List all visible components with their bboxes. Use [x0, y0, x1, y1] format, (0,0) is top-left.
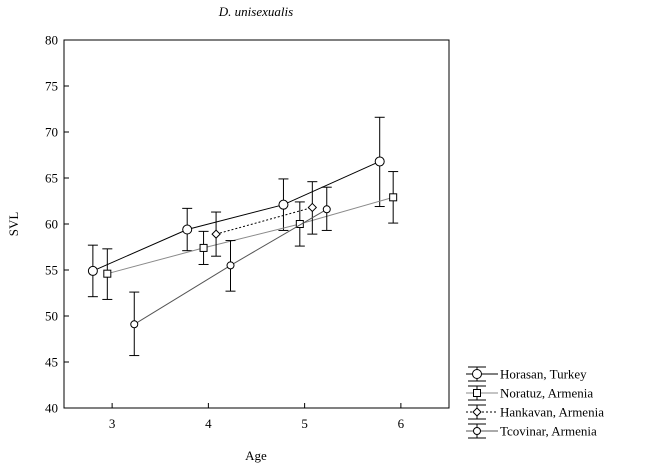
data-point: [103, 269, 112, 278]
legend-label: Noratuz, Armenia: [500, 386, 593, 401]
data-point: [211, 229, 221, 239]
legend-label: Hankavan, Armenia: [500, 405, 604, 420]
legend-marker: [473, 389, 481, 397]
y-tick-label: 55: [45, 263, 58, 278]
y-axis: 40 45 50 55 60 65 70 75 80: [45, 33, 69, 416]
y-tick-label: 65: [45, 171, 58, 186]
series-line: [215, 206, 313, 235]
x-axis-label: Age: [245, 448, 267, 463]
legend-item: Horasan, Turkey: [466, 366, 587, 382]
series-3: [129, 186, 332, 357]
y-tick-label: 45: [45, 355, 58, 370]
data-point: [374, 156, 385, 167]
data-point: [226, 261, 235, 270]
data-point: [307, 202, 318, 213]
x-axis: 3 4 5 6: [109, 403, 405, 431]
data-point: [182, 224, 193, 235]
plot-frame: [63, 39, 450, 409]
y-axis-label: SVL: [6, 212, 21, 237]
y-tick-label: 75: [45, 79, 58, 94]
y-tick-label: 60: [45, 217, 58, 232]
series-0: [87, 116, 385, 298]
legend-marker: [472, 369, 482, 379]
legend-label: Tcovinar, Armenia: [500, 424, 597, 439]
plot-area: [87, 116, 399, 357]
y-tick-label: 40: [45, 401, 58, 416]
data-point: [389, 193, 398, 202]
data-point: [322, 205, 331, 214]
data-point: [87, 265, 98, 276]
y-tick-label: 70: [45, 125, 58, 140]
y-tick-label: 80: [45, 33, 58, 48]
series-line: [107, 196, 394, 275]
x-tick-label: 3: [109, 416, 116, 431]
legend-marker: [472, 407, 482, 417]
legend: Horasan, Turkey Noratuz, Armenia Hankavan,…: [466, 366, 604, 439]
data-point: [278, 199, 289, 210]
data-point: [295, 220, 304, 228]
series-2: [211, 181, 318, 257]
legend-item: Noratuz, Armenia: [466, 385, 593, 401]
chart-title: D. unisexualis: [218, 4, 293, 19]
legend-item: Hankavan, Armenia: [466, 404, 604, 420]
series-line: [92, 160, 380, 272]
data-point: [130, 320, 139, 329]
legend-label: Horasan, Turkey: [500, 367, 587, 382]
x-tick-label: 5: [301, 416, 308, 431]
legend-marker: [473, 427, 481, 435]
legend-item: Tcovinar, Armenia: [466, 423, 597, 439]
y-tick-label: 50: [45, 309, 58, 324]
series-1: [102, 171, 399, 300]
x-tick-label: 4: [205, 416, 212, 431]
data-point: [199, 243, 208, 252]
x-tick-label: 6: [398, 416, 405, 431]
